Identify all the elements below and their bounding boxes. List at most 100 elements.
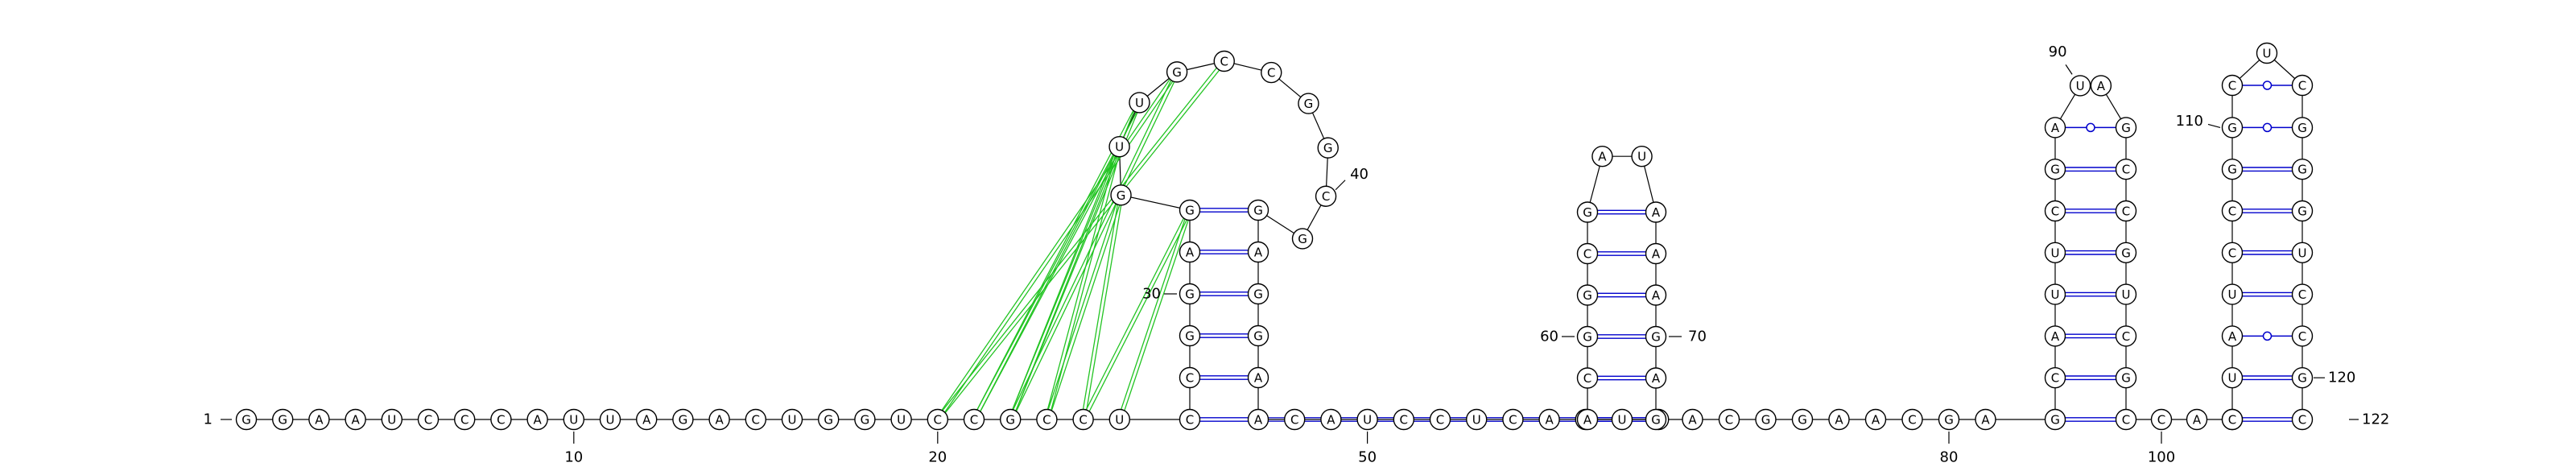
nucleotide-72: G (1645, 408, 1667, 431)
svg-text:G: G (1651, 413, 1661, 428)
pseudoknot-pair-line (1121, 210, 1192, 420)
svg-text:U: U (2122, 287, 2131, 302)
svg-text:C: C (1042, 413, 1051, 428)
nucleotide-61: G (1576, 325, 1599, 348)
svg-text:G: G (1253, 204, 1263, 218)
svg-text:U: U (2051, 246, 2060, 260)
svg-text:C: C (970, 413, 978, 428)
nucleotide-118: C (2291, 283, 2314, 305)
nucleotide-96: U (2115, 283, 2137, 305)
nucleotide-36: C (1213, 50, 1235, 72)
nucleotide-43: A (1247, 241, 1269, 263)
svg-text:A: A (1652, 247, 1661, 262)
nucleotide-93: C (2115, 158, 2137, 180)
svg-text:C: C (1186, 371, 1194, 386)
svg-text:C: C (2051, 205, 2059, 219)
nucleotide-23: C (1036, 408, 1058, 431)
svg-text:G: G (2121, 246, 2131, 260)
position-label: 122 (2362, 411, 2389, 428)
nucleotide-44: G (1247, 283, 1269, 305)
nucleotide-29: G (1179, 283, 1201, 305)
svg-text:C: C (497, 413, 505, 428)
nucleotide-111: C (2221, 74, 2244, 97)
svg-text:U: U (788, 413, 797, 428)
nucleotide-18: G (854, 408, 876, 431)
nucleotide-17: G (817, 408, 840, 431)
svg-text:C: C (1583, 371, 1591, 386)
pseudoknot-pair-line (1081, 209, 1189, 419)
svg-text:G: G (2297, 371, 2307, 386)
svg-text:G: G (1253, 287, 1263, 302)
nucleotide-33: U (1108, 135, 1130, 158)
svg-text:A: A (1327, 413, 1335, 428)
nucleotide-100: C (2150, 408, 2173, 431)
nucleotide-45: G (1247, 324, 1269, 347)
nucleotide-49: A (1320, 408, 1342, 431)
wobble-pair-marker (2086, 122, 2095, 133)
svg-text:G: G (242, 413, 251, 428)
nucleotide-109: G (2221, 158, 2244, 180)
nucleotide-85: U (2044, 283, 2066, 305)
svg-text:C: C (2298, 79, 2306, 93)
nucleotide-32: G (1110, 184, 1132, 206)
nucleotide-51: C (1393, 408, 1415, 431)
svg-text:G: G (1172, 65, 1182, 80)
svg-text:A: A (1872, 413, 1880, 428)
position-label-tick (2065, 64, 2073, 75)
nucleotide-54: C (1502, 408, 1524, 431)
svg-text:U: U (2263, 47, 2272, 61)
pseudoknot-pair-line (972, 145, 1119, 419)
nucleotide-14: A (708, 408, 730, 431)
nucleotide-4: A (345, 408, 366, 431)
svg-text:G: G (1185, 204, 1195, 218)
nucleotide-82: G (2044, 408, 2066, 431)
svg-text:A: A (315, 413, 324, 428)
nucleotide-79: C (1901, 408, 1923, 431)
svg-text:G: G (1304, 97, 1314, 111)
nucleotide-3: A (308, 408, 330, 431)
nucleotide-8: C (490, 408, 512, 431)
position-label: 1 (204, 411, 213, 428)
svg-text:G: G (1583, 288, 1592, 303)
svg-text:U: U (2076, 79, 2085, 93)
svg-text:C: C (2228, 246, 2236, 260)
nucleotide-114: G (2291, 117, 2314, 138)
nucleotide-121: C (2291, 408, 2314, 431)
base-pair-layer (1199, 81, 2293, 422)
svg-text:C: C (1267, 66, 1275, 81)
svg-text:G: G (2121, 371, 2131, 386)
nucleotide-108: C (2221, 200, 2244, 222)
nucleotide-99: C (2115, 408, 2137, 431)
pseudoknot-pair-line (1011, 72, 1179, 421)
nucleotide-104: U (2221, 367, 2244, 389)
nucleotide-63: C (1576, 242, 1599, 265)
nucleotide-41: G (1291, 228, 1314, 250)
nucleotide-27: C (1179, 366, 1201, 389)
pseudoknot-pair-line (939, 72, 1179, 421)
pseudoknot-pair-line (1080, 194, 1121, 419)
nucleotide-24: C (1072, 408, 1094, 431)
nucleotide-89: A (2044, 117, 2066, 138)
svg-text:C: C (1290, 413, 1298, 428)
pseudoknot-pair-line (1047, 195, 1124, 420)
svg-text:G: G (1798, 413, 1807, 428)
nucleotide-86: U (2044, 242, 2066, 263)
nucleotide-80: G (1938, 408, 1960, 431)
nucleotide-87: C (2044, 200, 2066, 222)
svg-text:A: A (1254, 246, 1263, 260)
nucleotide-105: A (2221, 325, 2244, 347)
position-label: 50 (1358, 449, 1377, 466)
nucleotide-90: U (2069, 75, 2091, 97)
svg-text:C: C (2157, 413, 2165, 428)
svg-text:G: G (2227, 163, 2237, 177)
svg-text:G: G (2121, 121, 2131, 135)
svg-text:U: U (1115, 140, 1124, 155)
nucleotide-73: A (1682, 408, 1703, 431)
svg-text:A: A (1652, 288, 1661, 303)
nucleotide-92: G (2115, 117, 2137, 138)
svg-text:A: A (1688, 413, 1697, 428)
svg-text:A: A (1652, 205, 1661, 220)
nucleotide-120: G (2291, 367, 2314, 389)
svg-text:C: C (2228, 413, 2236, 428)
svg-text:U: U (1637, 150, 1646, 164)
